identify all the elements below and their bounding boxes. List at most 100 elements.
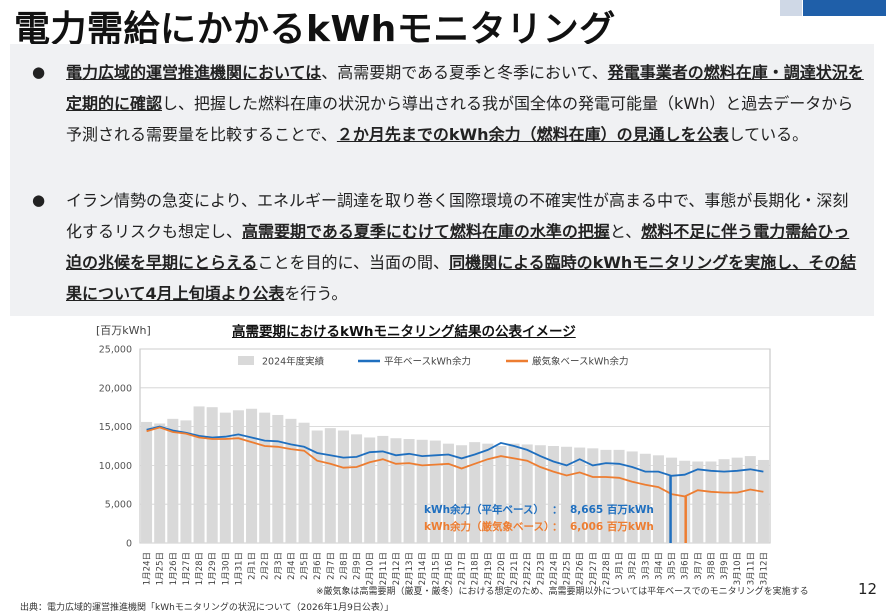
x-tick-label: 3月12日 — [759, 552, 769, 585]
callout-label: kWh余力（厳気象ベース） — [424, 520, 555, 533]
x-tick-label: 1月28日 — [195, 552, 205, 585]
body-text: 、高需要期である夏季と冬季において、 — [321, 63, 608, 82]
emphasis-text: 燃料不足に伴う電力需給ひっ迫の兆候を早期にとらえる — [66, 222, 850, 272]
y-tick-label: 20,000 — [99, 383, 132, 394]
chart-unit-label: [百万kWh] — [96, 324, 151, 337]
x-tick-label: 3月10日 — [733, 552, 743, 585]
bar — [652, 455, 664, 543]
x-tick-label: 2月24日 — [549, 552, 559, 585]
x-tick-label: 2月28日 — [602, 552, 612, 585]
y-tick-label: 5,000 — [105, 500, 132, 511]
bar — [705, 461, 717, 543]
bar — [180, 420, 192, 543]
body-text: し、把握した燃料在庫の状況から導出される我が国全体の発電可能量（kWh）と過去デ… — [66, 94, 854, 144]
bar — [718, 459, 730, 543]
bar — [561, 446, 573, 543]
page-title: 電力需給にかかるkWhモニタリング — [14, 9, 616, 50]
x-tick-label: 2月26日 — [576, 552, 586, 585]
legend-swatch — [238, 356, 254, 365]
emphasis-text: 電力広域的運営推進機関においては — [66, 63, 322, 82]
x-tick-label: 1月31日 — [234, 552, 244, 585]
chart-footnote: ※厳気象は高需要期（厳夏・厳冬）における想定のため、高需要期以外については平年ベ… — [316, 587, 809, 597]
emphasis-text: 発電事業者の燃料在庫・調達状況を定期的に確認 — [66, 63, 864, 113]
x-tick-label: 2月9日 — [353, 552, 363, 580]
bar — [547, 446, 559, 543]
bullet-text-2: イラン情勢の急変により、エネルギー調達を取り巻く国際環境の不確実性が高まる中で、… — [66, 185, 864, 309]
y-tick-label: 10,000 — [99, 461, 132, 472]
callout-value: 8,665 百万kWh — [570, 504, 654, 516]
page-number: 12 — [858, 580, 878, 598]
x-tick-label: 2月19日 — [484, 552, 494, 585]
bar — [219, 412, 231, 543]
x-tick-label: 2月17日 — [458, 552, 468, 585]
bar — [692, 461, 704, 543]
bar — [534, 445, 546, 543]
bar — [167, 418, 179, 543]
x-tick-label: 1月29日 — [208, 552, 218, 585]
body-text: ことを目的に、当面の間、 — [257, 253, 450, 272]
bar — [442, 443, 454, 543]
x-tick-label: 2月21日 — [510, 552, 520, 585]
x-tick-label: 3月4日 — [654, 552, 664, 580]
callout-label: kWh余力（平年ベース） — [424, 503, 544, 516]
x-tick-label: 3月7日 — [694, 552, 704, 580]
x-tick-label: 2月27日 — [589, 552, 599, 585]
x-tick-label: 3月8日 — [707, 552, 717, 580]
x-tick-label: 2月12日 — [392, 552, 402, 585]
bar — [259, 412, 271, 543]
x-tick-label: 2月6日 — [313, 552, 323, 580]
bar — [495, 446, 507, 543]
bar — [232, 410, 244, 543]
callout-separator: ： — [552, 521, 563, 533]
bar — [482, 443, 494, 543]
bullet-text-1: 電力広域的運営推進機関においては、高需要期である夏季と冬季において、発電事業者の… — [66, 57, 864, 150]
bar — [272, 414, 284, 543]
chart-title: 高需要期におけるkWhモニタリング結果の公表イメージ — [232, 324, 576, 340]
x-tick-label: 3月5日 — [668, 552, 678, 580]
bar — [377, 435, 389, 543]
x-tick-label: 2月15日 — [431, 552, 441, 585]
bar — [574, 447, 586, 543]
bar — [429, 440, 441, 543]
x-tick-label: 3月11日 — [746, 552, 756, 585]
y-tick-label: 25,000 — [99, 345, 132, 356]
emphasis-text: ２か月先までのkWh余力（燃料在庫）の見通しを公表 — [336, 125, 729, 144]
y-tick-label: 0 — [126, 539, 132, 550]
bar — [508, 443, 520, 543]
x-tick-label: 2月16日 — [444, 552, 454, 585]
x-tick-label: 2月23日 — [536, 552, 546, 585]
bar — [298, 422, 310, 543]
corner-decoration-light — [780, 0, 802, 16]
bar — [337, 430, 349, 543]
x-tick-label: 2月14日 — [418, 552, 428, 585]
x-tick-label: 3月9日 — [720, 552, 730, 580]
body-text: イラン情勢の急変により、エネルギー調達を取り巻く国際環境の不確実性が高まる中で、… — [66, 191, 849, 241]
x-tick-label: 2月1日 — [248, 552, 258, 580]
bar — [285, 418, 297, 543]
bar — [364, 437, 376, 543]
bar — [639, 453, 651, 543]
bar — [206, 407, 218, 543]
bar — [521, 444, 533, 543]
x-tick-label: 2月13日 — [405, 552, 415, 585]
x-tick-label: 2月20日 — [497, 552, 507, 585]
bar — [731, 457, 743, 543]
callout-value: 6,006 百万kWh — [570, 521, 654, 533]
x-tick-label: 2月2日 — [261, 552, 271, 580]
bar — [141, 421, 153, 543]
x-tick-label: 2月3日 — [274, 552, 284, 580]
x-tick-label: 3月3日 — [641, 552, 651, 580]
summary-box: ● 電力広域的運営推進機関においては、高需要期である夏季と冬季において、発電事業… — [10, 44, 874, 316]
x-tick-label: 2月5日 — [300, 552, 310, 580]
legend-entry: 2024年度実績 — [262, 356, 325, 368]
corner-decoration-blue — [803, 0, 886, 16]
x-tick-label: 2月11日 — [379, 552, 389, 585]
bar — [587, 448, 599, 543]
plot-area — [139, 348, 771, 544]
x-tick-label: 2月18日 — [471, 552, 481, 585]
bar — [311, 430, 323, 543]
bar — [390, 438, 402, 543]
legend-entry: 平年ベースkWh余力 — [384, 356, 471, 368]
x-tick-label: 2月10日 — [366, 552, 376, 585]
